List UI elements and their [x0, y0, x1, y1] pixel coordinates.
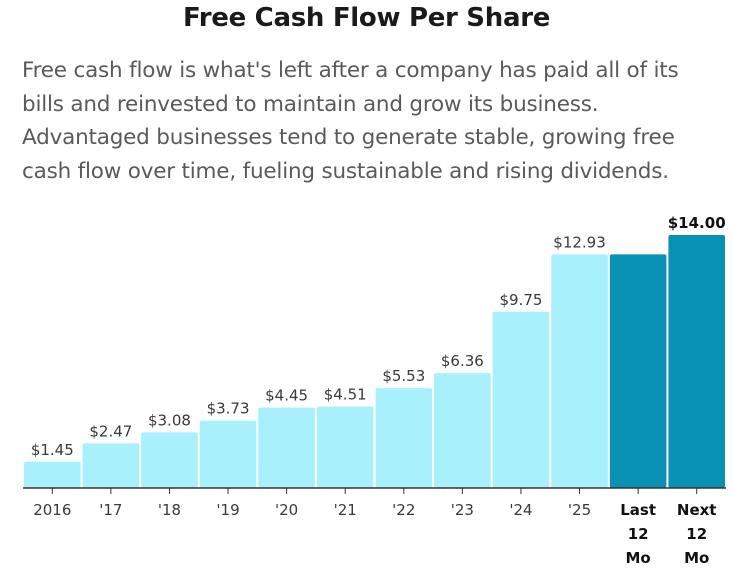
bar-value-label: $1.45 — [31, 441, 74, 459]
bar — [199, 420, 257, 488]
x-tick-label: 2016 — [33, 501, 71, 519]
bar — [24, 461, 81, 488]
bar-value-label: $4.51 — [324, 385, 367, 403]
description-line: cash flow over time, fueling sustainable… — [22, 158, 669, 184]
description-line: bills and reinvested to maintain and gro… — [22, 91, 599, 117]
bar-value-label: $4.45 — [265, 387, 308, 405]
bar — [258, 407, 315, 488]
bar — [668, 235, 725, 488]
x-tick-label: '25 — [568, 501, 591, 519]
x-tick-label: '21 — [334, 501, 357, 519]
bar — [609, 254, 667, 488]
bar-value-label: $5.53 — [382, 367, 425, 385]
x-tick-label: '23 — [451, 501, 474, 519]
x-tick-label: '19 — [216, 501, 239, 519]
x-tick-label: '17 — [99, 501, 122, 519]
bar-value-label: $6.36 — [441, 352, 484, 370]
x-tick-label: '18 — [158, 501, 181, 519]
bar-value-label: $2.47 — [89, 422, 132, 440]
chart-description: Free cash flow is what's left after a co… — [22, 54, 722, 188]
description-line: Free cash flow is what's left after a co… — [22, 58, 679, 83]
x-tick-label: '20 — [275, 501, 298, 519]
x-tick-label: 12 — [628, 525, 649, 543]
bar-value-label: $14.00 — [668, 214, 726, 232]
bar — [375, 388, 433, 488]
bar-value-label: $3.73 — [207, 400, 250, 418]
x-tick-label: Mo — [626, 549, 651, 567]
x-tick-label: '22 — [392, 501, 415, 519]
x-tick-label: 12 — [686, 525, 707, 543]
bar-value-label: $3.08 — [148, 411, 191, 429]
bar — [141, 432, 198, 488]
bar-value-label: $9.75 — [499, 291, 542, 309]
x-tick-label: Last — [620, 501, 656, 519]
x-tick-label: Next — [677, 501, 717, 519]
x-tick-label: '24 — [509, 501, 532, 519]
x-tick-label: Mo — [684, 549, 709, 567]
bar — [316, 406, 374, 488]
bar — [82, 443, 140, 488]
bar-value-label: $12.93 — [553, 233, 606, 251]
description-line: Advantaged businesses tend to generate s… — [22, 125, 675, 150]
bar — [551, 254, 608, 488]
bar — [492, 311, 550, 488]
chart-title: Free Cash Flow Per Share — [182, 3, 551, 33]
bar — [434, 373, 491, 488]
